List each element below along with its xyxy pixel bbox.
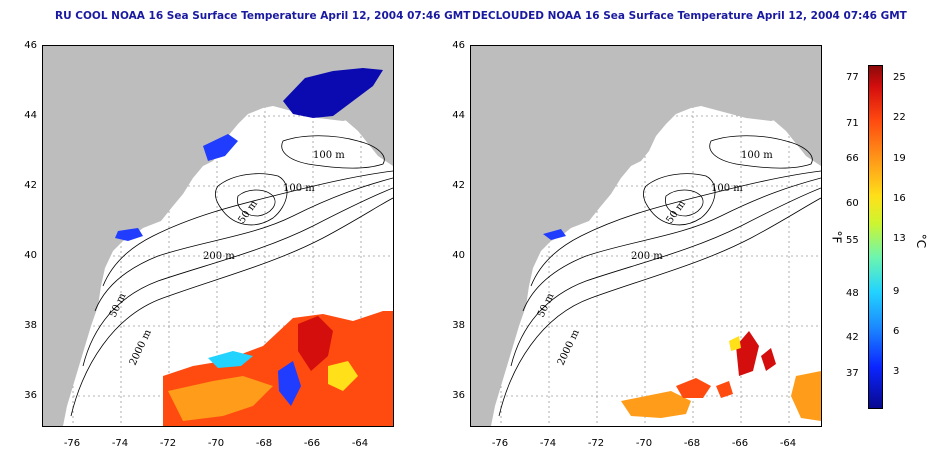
nova-scotia — [701, 68, 821, 121]
lat-tick-label: 42 — [24, 180, 37, 191]
lat-tick-label: 38 — [452, 320, 465, 331]
contour-label: 100 m — [711, 183, 743, 194]
right-map-panel: 100 m 100 m 50 m 200 m 50 m 2000 m — [470, 45, 822, 427]
contour-label: 50 m — [236, 198, 260, 226]
left-map-canvas: 100 m 100 m 50 m 200 m 50 m 2000 m — [43, 46, 393, 426]
fahrenheit-tick: 66 — [846, 153, 859, 164]
lat-tick-label: 44 — [452, 110, 465, 121]
landmass — [471, 46, 821, 426]
celsius-tick: 19 — [893, 153, 906, 164]
bathymetry-contours — [70, 135, 393, 417]
fahrenheit-unit-label: °F — [829, 230, 844, 244]
contour-label: 200 m — [203, 251, 235, 262]
fahrenheit-tick: 42 — [846, 332, 859, 343]
fahrenheit-tick: 60 — [846, 198, 859, 209]
fahrenheit-tick: 55 — [846, 235, 859, 246]
celsius-tick: 25 — [893, 72, 906, 83]
right-map-canvas: 100 m 100 m 50 m 200 m 50 m 2000 m — [471, 46, 821, 426]
celsius-tick: 16 — [893, 193, 906, 204]
lon-tick-label: -64 — [779, 438, 797, 449]
lon-tick-label: -74 — [539, 438, 557, 449]
contour-label: 50 m — [536, 291, 557, 319]
lat-tick-label: 40 — [452, 250, 465, 261]
sst-data — [543, 229, 821, 421]
lon-tick-label: -76 — [63, 438, 81, 449]
lat-tick-label: 44 — [24, 110, 37, 121]
celsius-tick: 3 — [893, 366, 900, 377]
bathymetry-contours — [498, 135, 821, 417]
contour-label: 200 m — [631, 251, 663, 262]
lon-tick-label: -66 — [731, 438, 749, 449]
contour-label: 2000 m — [128, 328, 154, 368]
lat-tick-label: 36 — [452, 390, 465, 401]
lon-tick-label: -70 — [207, 438, 225, 449]
sst-data — [115, 68, 393, 426]
fahrenheit-tick: 37 — [846, 368, 859, 379]
landmass — [43, 46, 393, 426]
contour-label: 50 m — [108, 291, 129, 319]
lon-tick-label: -72 — [587, 438, 605, 449]
lon-tick-label: -70 — [635, 438, 653, 449]
lat-tick-label: 42 — [452, 180, 465, 191]
lon-tick-label: -64 — [351, 438, 369, 449]
celsius-tick: 9 — [893, 286, 900, 297]
fahrenheit-tick: 48 — [846, 288, 859, 299]
fahrenheit-tick: 77 — [846, 72, 859, 83]
lon-tick-label: -74 — [111, 438, 129, 449]
celsius-unit-label: °C — [914, 233, 929, 249]
celsius-tick: 13 — [893, 233, 906, 244]
contour-label: 50 m — [664, 198, 688, 226]
contour-label: 2000 m — [556, 328, 582, 368]
fahrenheit-tick: 71 — [846, 118, 859, 129]
lat-tick-label: 46 — [24, 40, 37, 51]
lat-tick-label: 40 — [24, 250, 37, 261]
left-map-panel: 100 m 100 m 50 m 200 m 50 m 2000 m — [42, 45, 394, 427]
celsius-tick: 22 — [893, 112, 906, 123]
right-map-title: DECLOUDED NOAA 16 Sea Surface Temperatur… — [472, 10, 907, 22]
lat-tick-label: 36 — [24, 390, 37, 401]
lon-tick-label: -68 — [683, 438, 701, 449]
lon-tick-label: -68 — [255, 438, 273, 449]
contour-label: 100 m — [741, 150, 773, 161]
left-map-title: RU COOL NOAA 16 Sea Surface Temperature … — [55, 10, 471, 22]
lat-tick-label: 46 — [452, 40, 465, 51]
contour-label: 100 m — [283, 183, 315, 194]
lon-tick-label: -72 — [159, 438, 177, 449]
lat-tick-label: 38 — [24, 320, 37, 331]
lon-tick-label: -76 — [491, 438, 509, 449]
contour-label: 100 m — [313, 150, 345, 161]
lon-tick-label: -66 — [303, 438, 321, 449]
temperature-colorbar — [868, 65, 883, 409]
celsius-tick: 6 — [893, 326, 900, 337]
